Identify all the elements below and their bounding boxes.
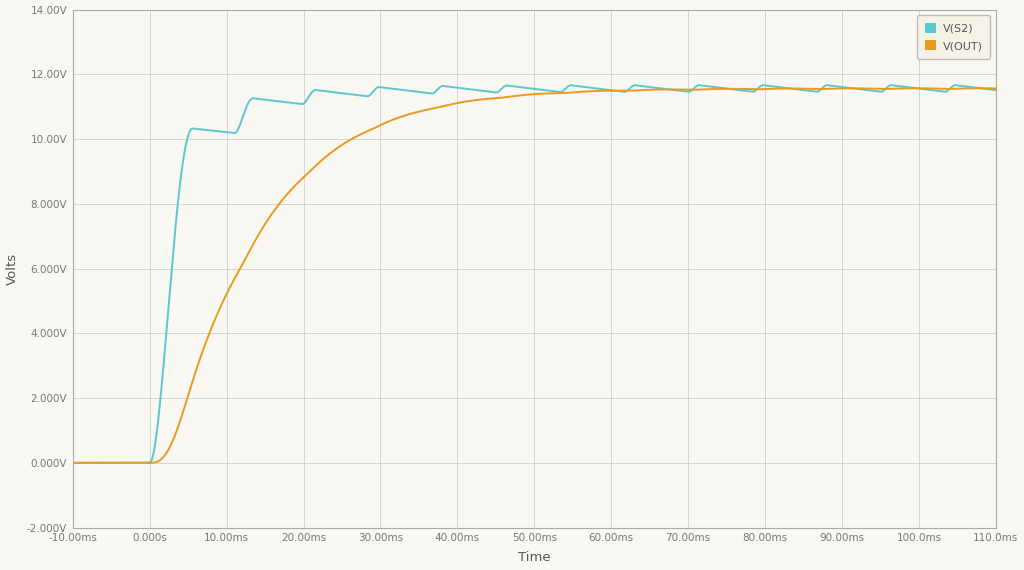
V(S2) xyxy=(949,82,962,88)
Legend: V(S2), V(OUT): V(S2), V(OUT) xyxy=(916,15,990,59)
V(OUT) xyxy=(252,232,264,239)
V(S2) xyxy=(748,88,760,95)
V(OUT) xyxy=(474,96,486,103)
V(S2) xyxy=(108,459,120,466)
V(OUT) xyxy=(748,86,760,93)
Line: V(S2): V(S2) xyxy=(57,85,999,463)
V(S2) xyxy=(993,87,1006,94)
V(OUT) xyxy=(108,459,120,466)
V(OUT) xyxy=(993,85,1006,92)
Y-axis label: Volts: Volts xyxy=(5,253,18,284)
V(OUT) xyxy=(967,85,979,92)
V(S2) xyxy=(967,84,979,91)
V(OUT) xyxy=(162,446,174,453)
V(S2) xyxy=(252,96,264,103)
V(S2) xyxy=(474,87,486,94)
V(OUT) xyxy=(974,85,986,92)
V(OUT) xyxy=(51,459,63,466)
V(S2) xyxy=(162,306,174,312)
V(S2) xyxy=(51,459,63,466)
Line: V(OUT): V(OUT) xyxy=(57,88,999,463)
X-axis label: Time: Time xyxy=(518,551,551,564)
